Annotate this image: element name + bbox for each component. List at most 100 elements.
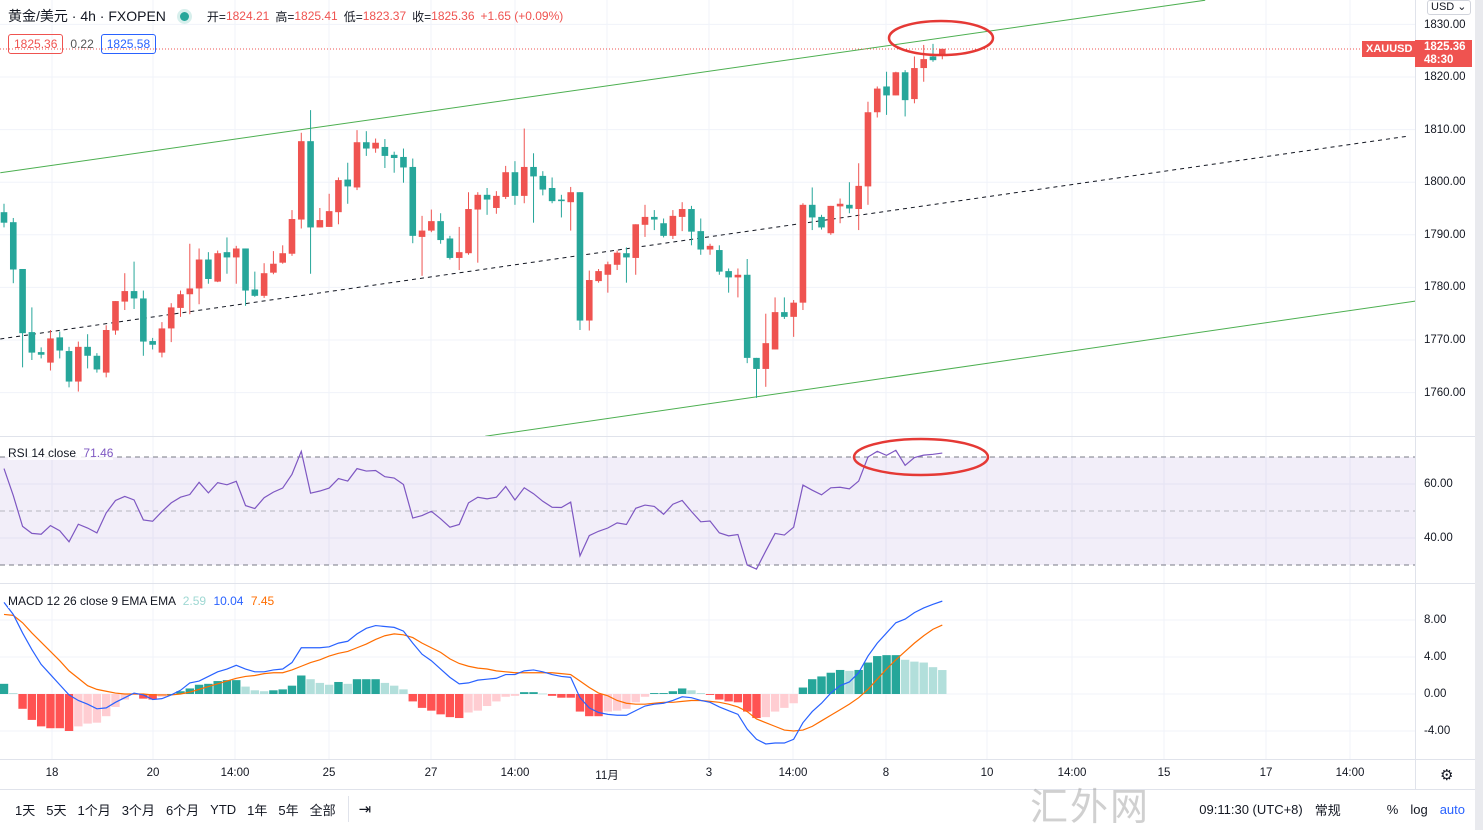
candle-body	[651, 216, 658, 220]
symbol-title[interactable]: 黄金/美元 · 4h · FXOPEN	[8, 8, 166, 24]
candle-body	[307, 141, 314, 228]
macd-histogram-bar	[659, 693, 668, 694]
price-tick-label: 1800.00	[1424, 176, 1466, 188]
time-tick-label: 18	[45, 767, 59, 779]
candle-body	[818, 216, 825, 228]
macd-histogram-bar	[185, 688, 194, 694]
candle-body	[697, 231, 705, 250]
macd-histogram-bar	[176, 691, 185, 694]
annotation-ellipse-rsi[interactable]	[852, 437, 990, 477]
macd-histogram-bar	[389, 685, 399, 694]
annotation-ellipse-price[interactable]	[887, 19, 995, 57]
macd-histogram-bar	[557, 694, 566, 698]
candle-body	[808, 204, 816, 218]
macd-histogram-bar	[74, 694, 83, 727]
time-tick-label: 10	[980, 767, 994, 779]
macd-histogram-bar	[482, 694, 492, 707]
macd-histogram-bar	[789, 694, 798, 704]
close-label: 收=	[412, 9, 432, 24]
session-toggle[interactable]: 常规	[1314, 802, 1341, 818]
sell-price-button[interactable]: 1825.36	[8, 34, 64, 54]
candle-body	[242, 248, 249, 291]
change-value: +1.65 (+0.09%)	[480, 9, 564, 23]
price-tick-label: 1820.00	[1424, 71, 1466, 83]
macd-histogram-bar	[297, 675, 306, 694]
range-1m[interactable]: 1个月	[77, 802, 111, 818]
macd-histogram-bar	[705, 694, 715, 695]
candle-body	[520, 166, 528, 196]
chart-canvas[interactable]	[0, 0, 1475, 789]
auto-scale-toggle[interactable]: auto	[1439, 801, 1465, 817]
candle-body	[632, 224, 640, 258]
macd-line-value: 10.04	[213, 594, 244, 608]
macd-histogram-bar	[873, 656, 882, 694]
percent-toggle[interactable]: %	[1386, 801, 1399, 817]
log-toggle[interactable]: log	[1410, 801, 1428, 817]
macd-histogram-bar	[278, 689, 287, 694]
right-tools: 09:11:30 (UTC+8) 常规 % log auto	[1187, 790, 1465, 828]
macd-histogram-bar	[473, 694, 482, 711]
settings-gear-icon[interactable]: ⚙	[1440, 767, 1454, 784]
price-tick-label: 1830.00	[1424, 19, 1466, 31]
candle-body	[864, 112, 872, 187]
macd-histogram-bar	[120, 694, 129, 700]
macd-histogram-bar	[826, 672, 836, 694]
range-6m[interactable]: 6个月	[165, 802, 200, 818]
candle-body	[195, 259, 203, 289]
macd-histogram-bar	[343, 683, 352, 694]
range-all[interactable]: 全部	[309, 802, 336, 818]
buy-price-button[interactable]: 1825.58	[100, 34, 157, 54]
range-1y[interactable]: 1年	[247, 802, 268, 818]
macd-histogram-bar	[427, 694, 436, 711]
macd-histogram-bar	[928, 667, 938, 694]
rsi-tick-label: 60.00	[1424, 478, 1453, 490]
range-5y[interactable]: 5年	[278, 802, 299, 818]
macd-histogram-bar	[380, 682, 390, 694]
rsi-legend-label: RSI 14 close	[8, 446, 77, 460]
candle-body	[530, 166, 537, 177]
macd-histogram-bar	[36, 694, 46, 727]
macd-pane	[0, 600, 947, 745]
candle-body	[140, 298, 147, 342]
macd-histogram-bar	[566, 694, 575, 698]
candle-body	[604, 264, 612, 275]
high-label: 高=	[275, 9, 295, 24]
macd-histogram-bar	[733, 694, 743, 703]
macd-histogram-bar	[910, 661, 919, 694]
candle-body	[641, 216, 649, 225]
candle-body	[437, 221, 444, 241]
time-tick-label: 14:00	[220, 767, 250, 779]
macd-histogram-bar	[445, 694, 455, 718]
candle-body	[390, 154, 398, 159]
candle-body	[465, 209, 472, 254]
range-1d[interactable]: 1天	[15, 802, 36, 818]
macd-legend[interactable]: MACD 12 26 close 9 EMA EMA 2.59 10.04 7.…	[8, 594, 275, 608]
candle-body	[381, 146, 389, 156]
candle-body	[483, 194, 491, 200]
clock-timezone[interactable]: 09:11:30 (UTC+8)	[1199, 801, 1303, 817]
candle-body	[177, 294, 184, 308]
macd-signal-value: 7.45	[250, 594, 275, 608]
price-tick-label: 1810.00	[1424, 124, 1466, 136]
candle-body	[251, 289, 259, 296]
range-3m[interactable]: 3个月	[121, 802, 155, 818]
candle-body	[428, 221, 435, 231]
open-value: 1824.21	[225, 9, 270, 23]
candle-body	[325, 211, 333, 227]
go-to-date-icon[interactable]: ⇥	[358, 801, 372, 818]
macd-histogram-bar	[900, 659, 910, 694]
time-tick-label: 11月	[595, 770, 619, 782]
currency-dropdown[interactable]: USD ⌄	[1427, 0, 1471, 15]
candle-body	[502, 172, 509, 197]
macd-histogram-bar	[241, 686, 250, 694]
low-value: 1823.37	[362, 9, 407, 23]
range-ytd[interactable]: YTD	[210, 801, 237, 817]
rsi-legend[interactable]: RSI 14 close 71.46	[8, 446, 114, 460]
time-tick-label: 25	[322, 767, 336, 779]
macd-histogram-bar	[770, 694, 780, 712]
macd-histogram-bar	[798, 687, 808, 694]
range-5d[interactable]: 5天	[46, 802, 67, 818]
macd-histogram-bar	[808, 679, 817, 694]
right-scroll-strip[interactable]	[1475, 0, 1483, 830]
macd-histogram-bar	[315, 682, 325, 694]
